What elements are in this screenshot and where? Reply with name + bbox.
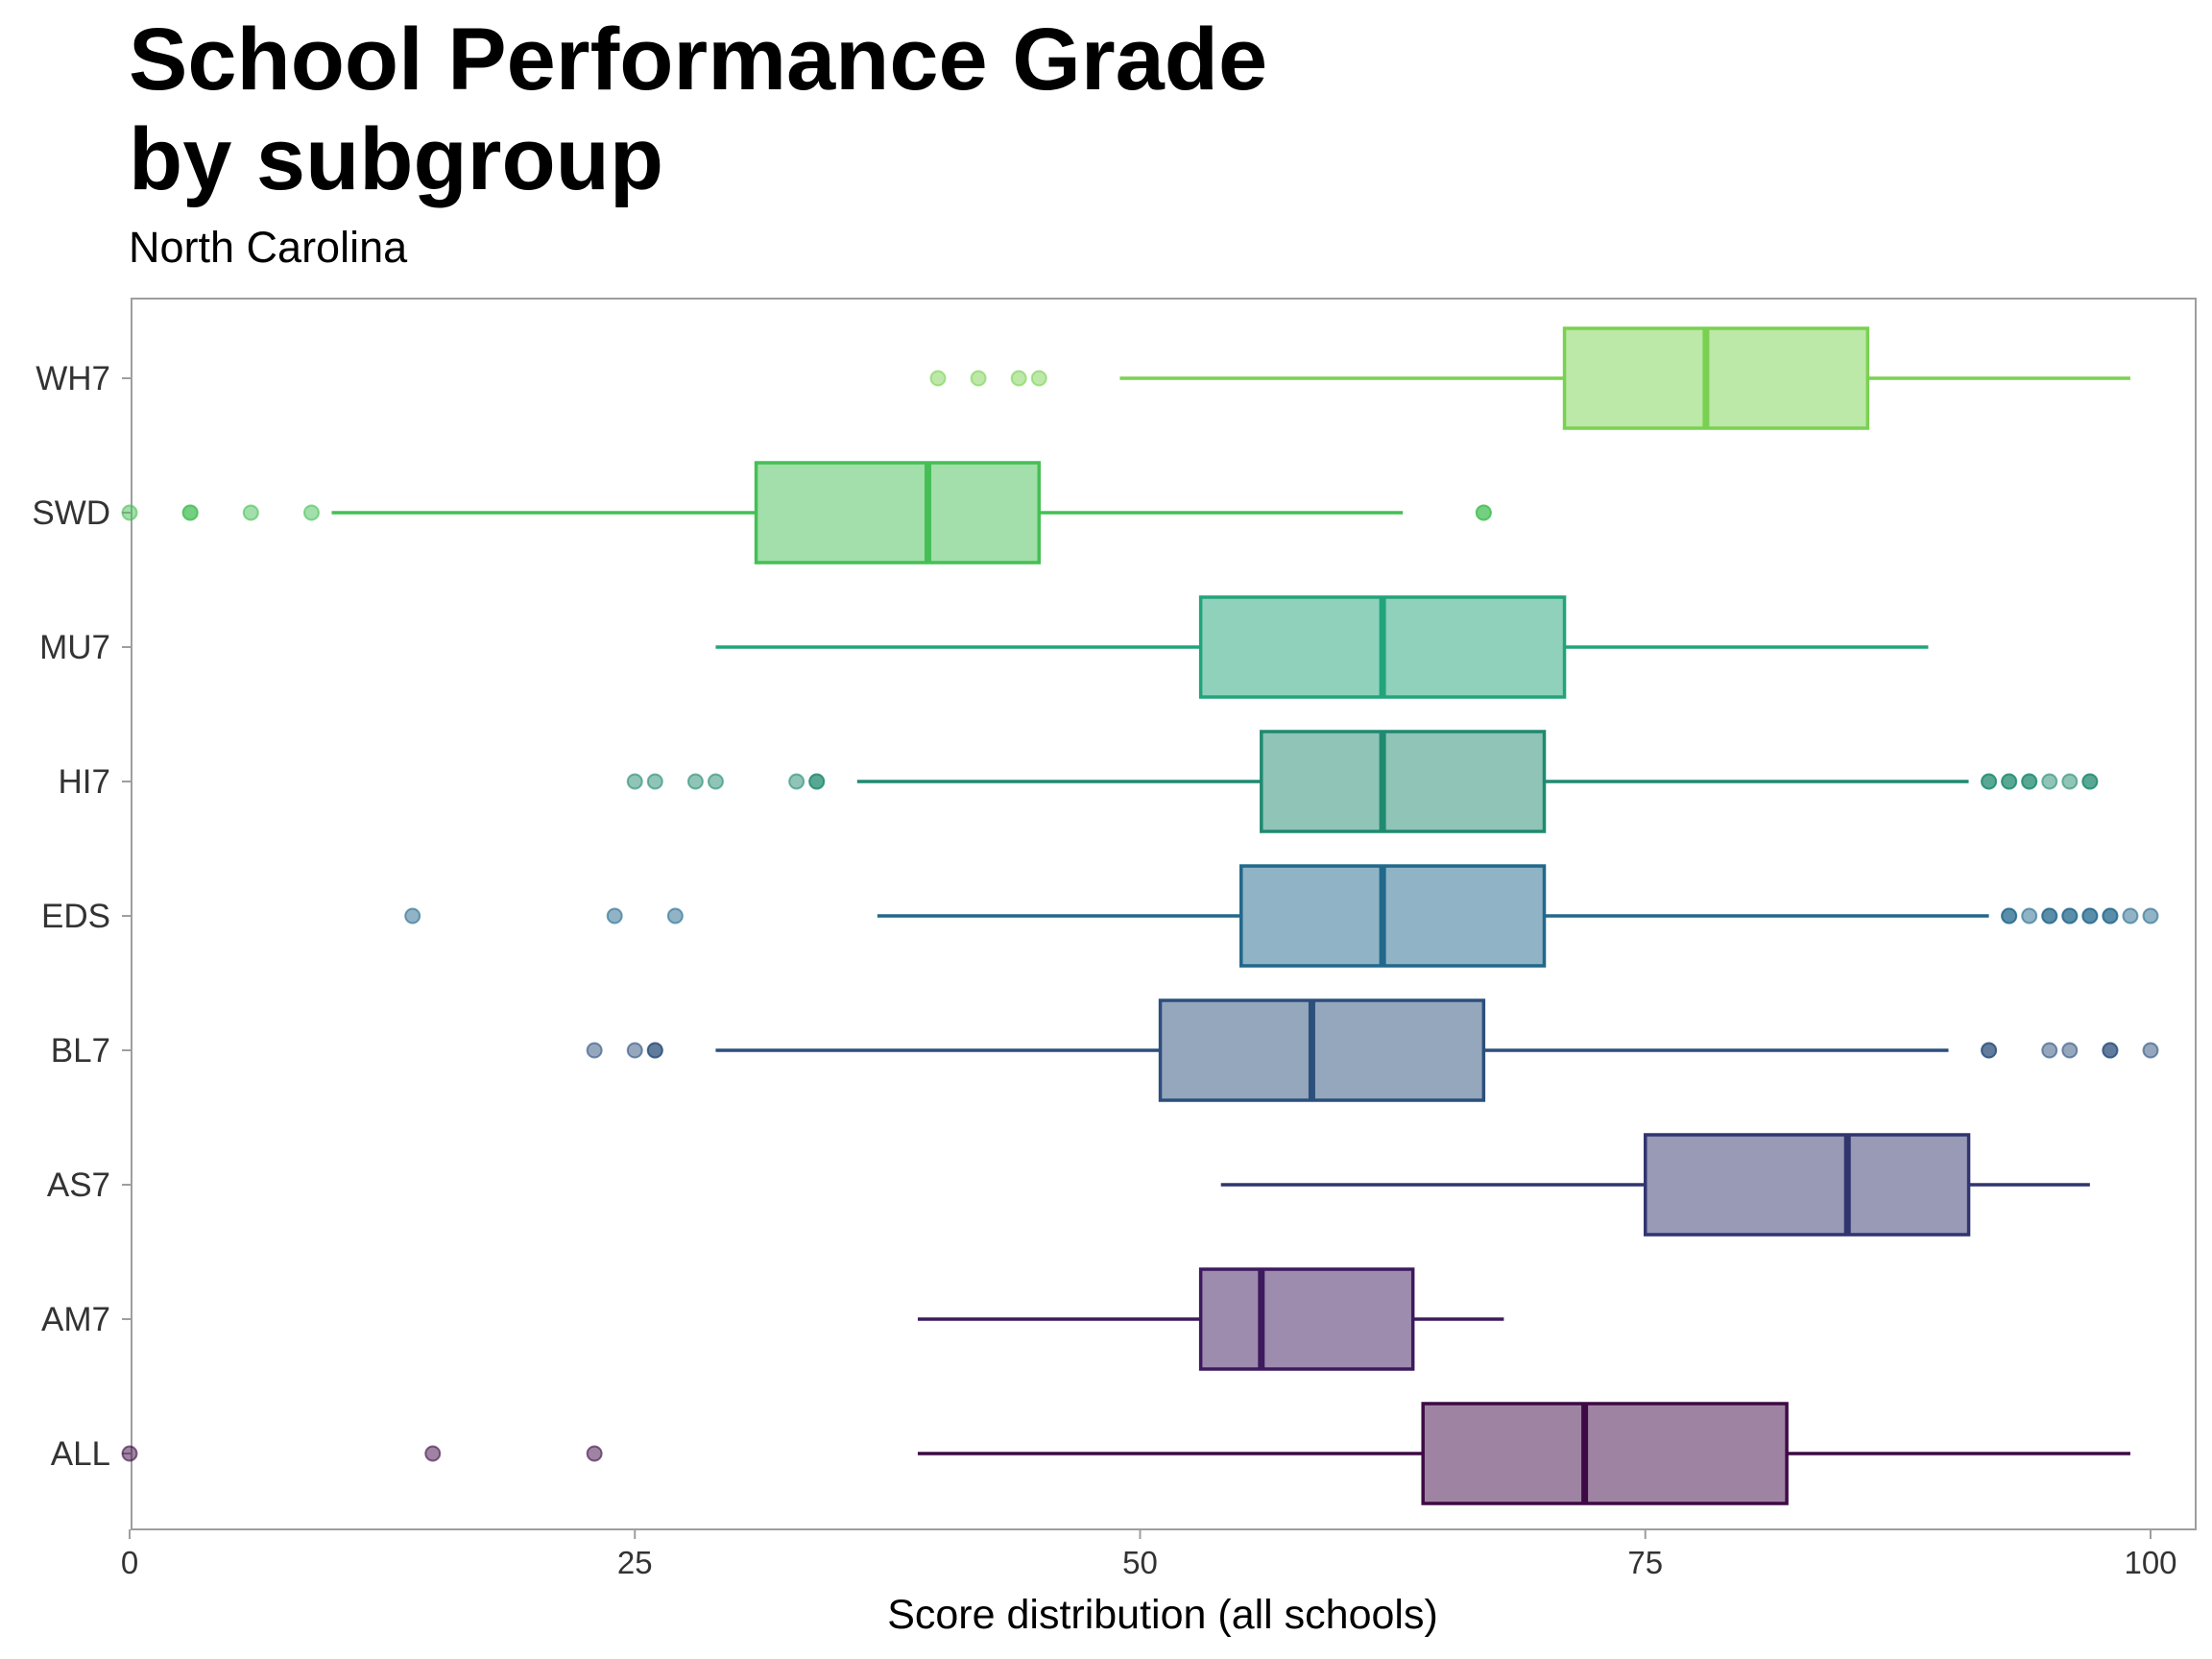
outlier-point	[1475, 504, 1492, 521]
outlier-point	[808, 773, 826, 790]
outlier-point	[2081, 773, 2099, 790]
outlier-point	[2142, 1042, 2159, 1059]
iqr-box	[1260, 730, 1547, 833]
outlier-point	[2142, 907, 2159, 925]
outlier-point	[121, 504, 138, 521]
outlier-point	[686, 773, 704, 790]
y-category-label: SWD	[32, 494, 110, 532]
outlier-point	[2041, 1042, 2058, 1059]
chart-title-line: School Performance Grade	[129, 11, 1268, 108]
outlier-point	[2122, 907, 2139, 925]
outlier-point	[1010, 370, 1027, 387]
outlier-point	[646, 1042, 663, 1059]
outlier-point	[181, 504, 199, 521]
x-tick-label: 50	[1122, 1545, 1158, 1580]
iqr-box	[1421, 1402, 1789, 1505]
outlier-point	[1030, 370, 1047, 387]
outlier-point	[606, 907, 623, 925]
x-axis-title: Score distribution (all schools)	[887, 1592, 1438, 1638]
outlier-point	[2021, 773, 2038, 790]
iqr-box	[754, 461, 1041, 565]
y-category-label: HI7	[59, 763, 110, 801]
outlier-point	[970, 370, 987, 387]
outlier-point	[2041, 773, 2058, 790]
y-category-label: EDS	[41, 898, 110, 935]
outlier-point	[404, 907, 421, 925]
outlier-point	[586, 1445, 603, 1462]
outlier-point	[2081, 907, 2099, 925]
outlier-point	[2001, 773, 2018, 790]
outlier-point	[626, 1042, 643, 1059]
iqr-box	[1239, 864, 1547, 968]
x-tick-label: 25	[617, 1545, 653, 1580]
outlier-point	[788, 773, 805, 790]
outlier-point	[2102, 907, 2119, 925]
x-tick-label: 100	[2124, 1545, 2176, 1580]
outlier-point	[929, 370, 947, 387]
y-category-label: BL7	[51, 1032, 110, 1070]
chart-subtitle: North Carolina	[129, 223, 408, 272]
outlier-point	[1981, 1042, 1998, 1059]
iqr-box	[1198, 1267, 1415, 1371]
plot-panel-border	[131, 298, 2197, 1530]
x-tick-label: 0	[121, 1545, 138, 1580]
outlier-point	[666, 907, 684, 925]
outlier-point	[626, 773, 643, 790]
x-tick-label: 75	[1627, 1545, 1663, 1580]
outlier-point	[1981, 773, 1998, 790]
outlier-point	[646, 773, 663, 790]
outlier-point	[2102, 1042, 2119, 1059]
iqr-box	[1562, 326, 1870, 430]
y-category-label: WH7	[36, 360, 110, 397]
outlier-point	[424, 1445, 442, 1462]
plot-area: 0 25 50 75 100 WH7 SWD MU7 HI7 EDS BL7 AS7 AM7 ALL	[32, 298, 2197, 1580]
outlier-point	[2021, 907, 2038, 925]
outlier-point	[2061, 1042, 2079, 1059]
outlier-point	[242, 504, 259, 521]
outlier-point	[707, 773, 724, 790]
iqr-box	[1644, 1133, 1971, 1237]
y-category-label: MU7	[39, 629, 110, 666]
outlier-point	[302, 504, 320, 521]
y-category-label: ALL	[51, 1435, 110, 1473]
outlier-point	[2061, 773, 2079, 790]
y-category-label: AS7	[47, 1166, 110, 1204]
outlier-point	[2001, 907, 2018, 925]
outlier-point	[2041, 907, 2058, 925]
outlier-point	[586, 1042, 603, 1059]
chart-title: School Performance Grade by subgroup	[129, 10, 1857, 209]
outlier-point	[2061, 907, 2079, 925]
outlier-point	[121, 1445, 138, 1462]
y-category-label: AM7	[41, 1301, 110, 1338]
chart-title-line: by subgroup	[129, 110, 664, 208]
iqr-box	[1158, 998, 1486, 1102]
